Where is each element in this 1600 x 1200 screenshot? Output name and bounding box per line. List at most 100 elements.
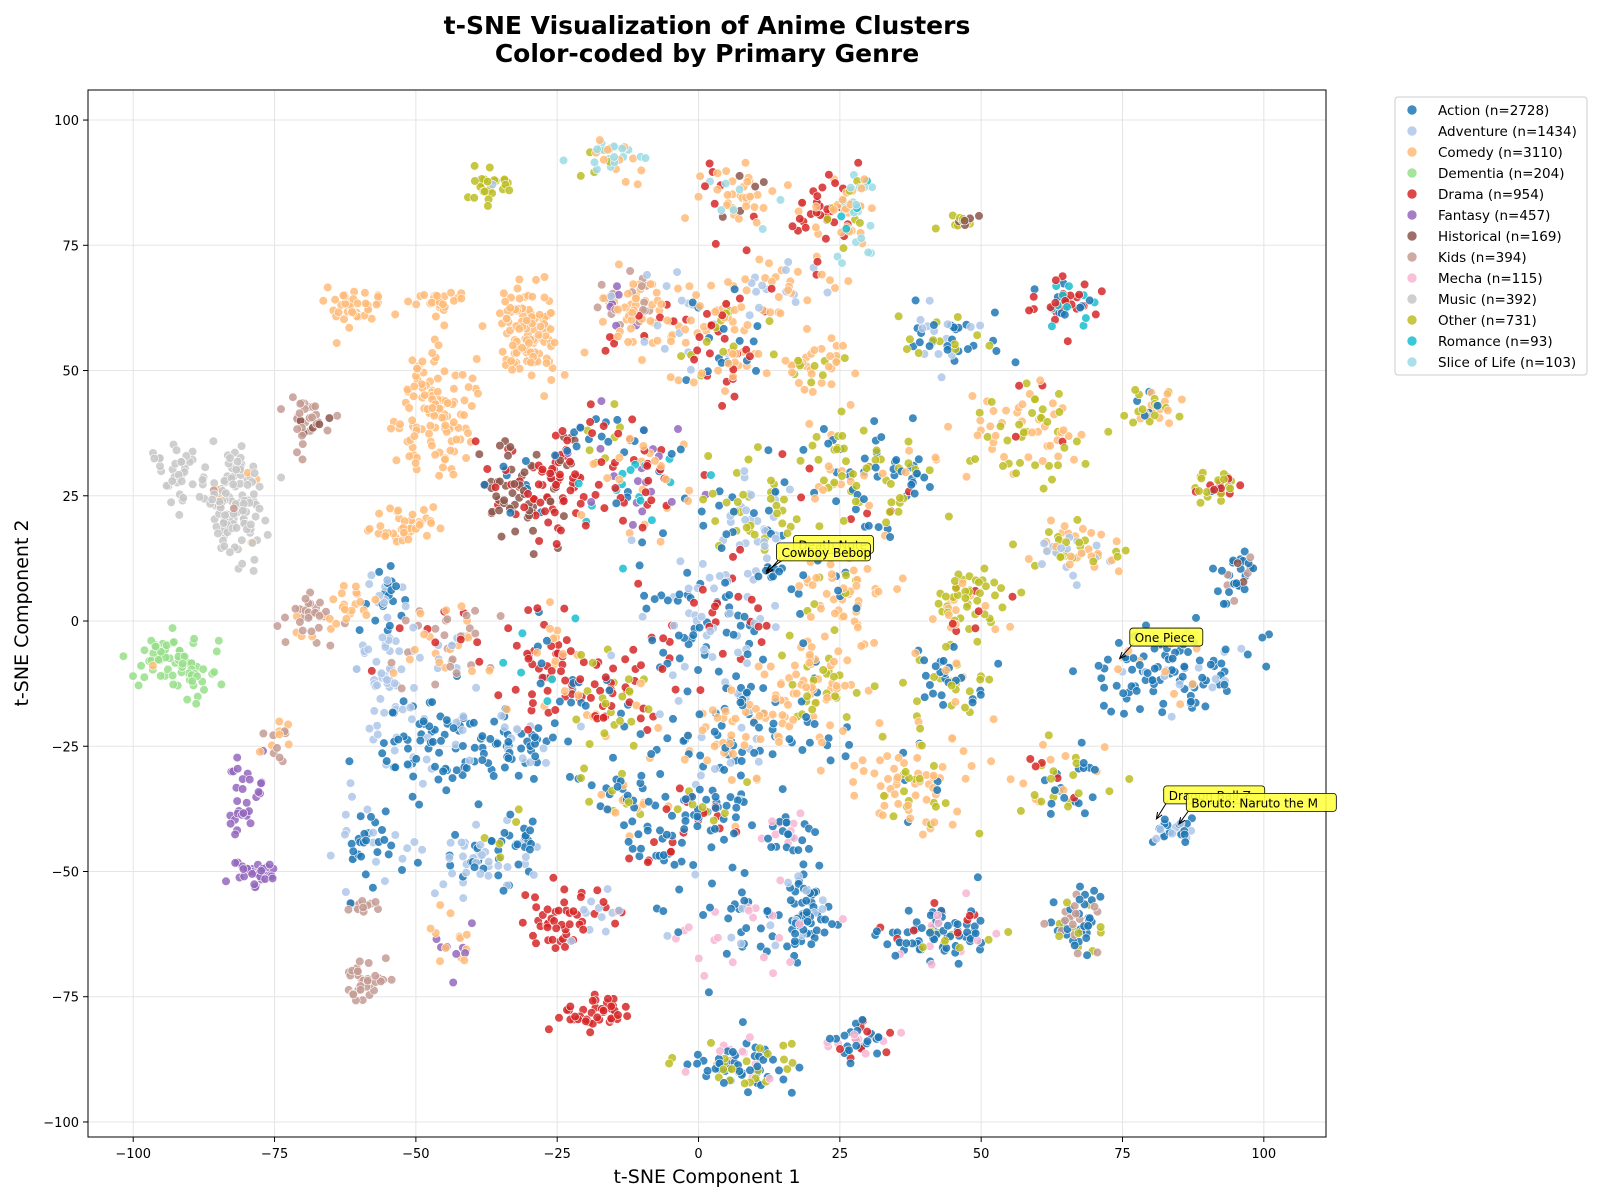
scatter-point bbox=[1119, 709, 1129, 719]
scatter-point bbox=[482, 464, 492, 474]
scatter-point bbox=[532, 603, 543, 613]
scatter-point bbox=[195, 492, 205, 502]
scatter-point bbox=[882, 751, 892, 761]
scatter-point bbox=[390, 678, 400, 688]
scatter-point bbox=[697, 506, 707, 517]
scatter-point bbox=[736, 621, 746, 631]
scatter-point bbox=[721, 801, 732, 811]
scatter-point bbox=[375, 694, 386, 704]
scatter-point bbox=[755, 1043, 765, 1053]
scatter-point bbox=[1178, 672, 1188, 682]
scatter-point bbox=[835, 1044, 845, 1054]
scatter-point bbox=[463, 428, 473, 438]
scatter-point bbox=[525, 844, 535, 855]
scatter-point bbox=[570, 1011, 580, 1022]
scatter-point bbox=[586, 399, 596, 409]
scatter-point bbox=[725, 758, 736, 768]
scatter-point bbox=[811, 573, 821, 583]
scatter-point bbox=[1152, 401, 1163, 411]
scatter-point bbox=[511, 817, 521, 827]
scatter-point bbox=[505, 809, 515, 820]
scatter-point bbox=[1083, 921, 1093, 931]
scatter-point bbox=[610, 918, 620, 929]
scatter-point bbox=[220, 510, 230, 520]
scatter-point bbox=[859, 766, 869, 776]
scatter-point bbox=[742, 658, 752, 668]
scatter-point bbox=[717, 721, 727, 731]
scatter-point bbox=[1063, 336, 1073, 346]
scatter-point bbox=[458, 893, 468, 903]
scatter-point bbox=[692, 1059, 702, 1069]
scatter-point bbox=[633, 579, 643, 589]
scatter-point bbox=[1162, 389, 1173, 399]
scatter-point bbox=[510, 526, 520, 537]
scatter-point bbox=[797, 745, 808, 755]
scatter-point bbox=[766, 661, 776, 672]
scatter-point bbox=[230, 829, 240, 840]
scatter-point bbox=[669, 860, 680, 870]
legend-entry: Dementia (n=204) bbox=[1406, 166, 1565, 182]
scatter-point bbox=[734, 171, 745, 181]
scatter-point bbox=[750, 530, 760, 540]
scatter-point bbox=[706, 470, 716, 480]
scatter-point bbox=[322, 425, 333, 436]
scatter-point bbox=[237, 535, 247, 545]
scatter-point bbox=[967, 697, 978, 708]
scatter-point bbox=[726, 685, 737, 695]
scatter-point bbox=[314, 419, 324, 429]
scatter-point bbox=[372, 680, 382, 690]
scatter-point bbox=[877, 732, 888, 742]
scatter-point bbox=[459, 395, 470, 406]
scatter-point bbox=[451, 434, 462, 445]
scatter-point bbox=[199, 685, 209, 695]
scatter-point bbox=[1060, 915, 1070, 926]
scatter-point bbox=[639, 425, 649, 435]
scatter-point bbox=[856, 233, 866, 243]
y-tick-label: 75 bbox=[62, 239, 79, 254]
scatter-point bbox=[485, 734, 495, 744]
scatter-point bbox=[953, 959, 964, 969]
scatter-point bbox=[1112, 536, 1122, 546]
scatter-point bbox=[436, 736, 446, 746]
scatter-point bbox=[838, 243, 849, 253]
scatter-point bbox=[361, 610, 372, 620]
scatter-point bbox=[1086, 528, 1096, 538]
scatter-point bbox=[601, 698, 611, 709]
scatter-point bbox=[933, 349, 944, 359]
scatter-point bbox=[879, 791, 889, 801]
scatter-point bbox=[1119, 411, 1129, 421]
scatter-point bbox=[752, 1061, 762, 1071]
scatter-point bbox=[437, 413, 447, 423]
scatter-point bbox=[740, 158, 751, 168]
scatter-point bbox=[794, 581, 804, 591]
scatter-point bbox=[1229, 596, 1239, 606]
legend-entry: Comedy (n=3110) bbox=[1406, 145, 1563, 161]
scatter-point bbox=[340, 829, 350, 840]
scatter-point bbox=[786, 895, 796, 905]
scatter-point bbox=[609, 152, 619, 162]
scatter-point bbox=[511, 685, 521, 695]
scatter-point bbox=[295, 399, 305, 409]
scatter-point bbox=[707, 652, 718, 662]
scatter-point bbox=[693, 1050, 703, 1060]
scatter-point bbox=[134, 680, 144, 691]
scatter-point bbox=[975, 916, 986, 926]
scatter-point bbox=[903, 458, 914, 468]
scatter-point bbox=[844, 1045, 854, 1055]
scatter-point bbox=[366, 812, 376, 822]
scatter-point bbox=[917, 740, 927, 751]
scatter-point bbox=[862, 1026, 872, 1037]
scatter-point bbox=[388, 668, 399, 678]
scatter-point bbox=[245, 818, 256, 828]
scatter-point bbox=[381, 806, 391, 817]
scatter-point bbox=[1096, 673, 1106, 683]
scatter-point bbox=[793, 845, 803, 855]
scatter-point bbox=[660, 344, 670, 354]
scatter-point bbox=[766, 284, 777, 294]
scatter-point bbox=[599, 503, 610, 513]
scatter-point bbox=[531, 902, 541, 912]
scatter-point bbox=[777, 449, 788, 459]
scatter-point bbox=[1073, 928, 1083, 938]
scatter-point bbox=[530, 732, 540, 742]
scatter-point bbox=[731, 803, 741, 813]
